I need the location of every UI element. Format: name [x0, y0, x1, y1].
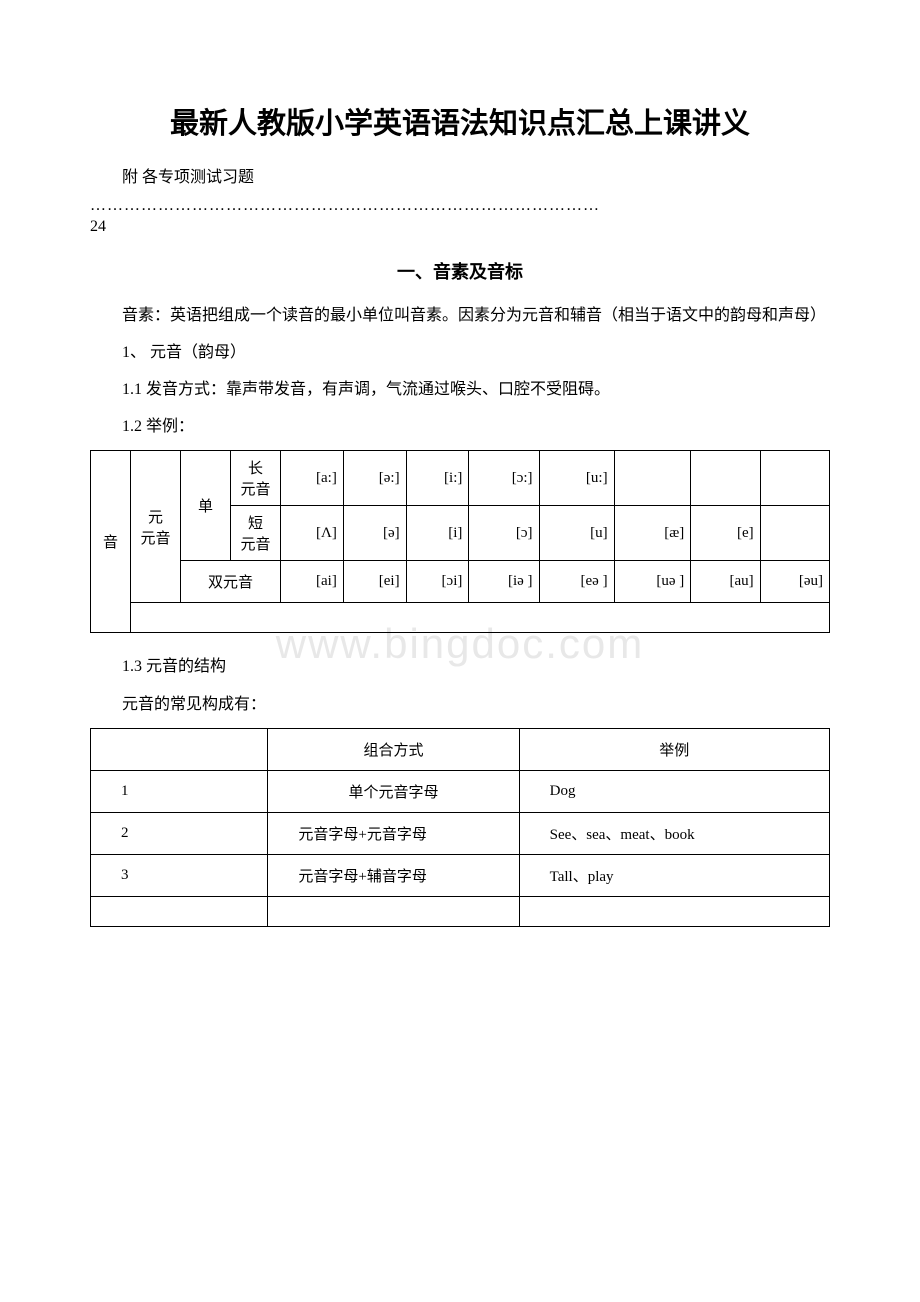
- table-cell: [760, 506, 829, 561]
- table-cell: [uə ]: [614, 561, 691, 603]
- table-cell: [ə]: [343, 506, 406, 561]
- table-header: 举例: [519, 728, 829, 770]
- subsection-1-3: 1.3 元音的结构: [90, 653, 830, 680]
- table-cell: 短元音: [231, 506, 281, 561]
- table-row: [91, 603, 830, 633]
- table-cell: 2: [91, 812, 268, 854]
- table-cell: [iə ]: [469, 561, 539, 603]
- subsection-1-2: 1.2 举例：: [90, 413, 830, 440]
- table-cell: 长元音: [231, 451, 281, 506]
- table-cell: 双元音: [181, 561, 281, 603]
- table-cell: [i:]: [406, 451, 469, 506]
- table-row: 组合方式 举例: [91, 728, 830, 770]
- table-cell: [ɔi]: [406, 561, 469, 603]
- table-cell: Tall、play: [519, 854, 829, 896]
- table-cell: [ei]: [343, 561, 406, 603]
- table-header: 组合方式: [268, 728, 519, 770]
- table-cell: [ai]: [281, 561, 344, 603]
- structure-table: 组合方式 举例 1 单个元音字母 Dog 2 元音字母+元音字母 See、sea…: [90, 728, 830, 927]
- toc-item: 附 各专项测试习题: [90, 164, 830, 191]
- subsection-1: 1、 元音（韵母）: [90, 339, 830, 366]
- table-cell: [ɔ:]: [469, 451, 539, 506]
- table-cell: [u]: [539, 506, 614, 561]
- table-cell: 单个元音字母: [268, 770, 519, 812]
- toc-page-number: 24: [90, 218, 830, 236]
- subsection-1-1: 1.1 发音方式：靠声带发音，有声调，气流通过喉头、口腔不受阻碍。: [90, 376, 830, 403]
- table-cell: [æ]: [614, 506, 691, 561]
- table-row: 1 单个元音字母 Dog: [91, 770, 830, 812]
- table-cell: 元音字母+辅音字母: [268, 854, 519, 896]
- table-cell: See、sea、meat、book: [519, 812, 829, 854]
- table-row: 音 元元音 单 长元音 [a:] [ə:] [i:] [ɔ:] [u:]: [91, 451, 830, 506]
- table-cell: [u:]: [539, 451, 614, 506]
- table-cell: [Λ]: [281, 506, 344, 561]
- table-cell: [au]: [691, 561, 760, 603]
- table-row: 2 元音字母+元音字母 See、sea、meat、book: [91, 812, 830, 854]
- table-cell: [əu]: [760, 561, 829, 603]
- table-cell: 元音字母+元音字母: [268, 812, 519, 854]
- table-row: 双元音 [ai] [ei] [ɔi] [iə ] [eə ] [uə ] [au…: [91, 561, 830, 603]
- table-cell: [ɔ]: [469, 506, 539, 561]
- table-cell: [131, 603, 830, 633]
- table-cell: [760, 451, 829, 506]
- table-cell: [519, 896, 829, 926]
- table-row: 3 元音字母+辅音字母 Tall、play: [91, 854, 830, 896]
- table-cell: [a:]: [281, 451, 344, 506]
- table-cell: [91, 896, 268, 926]
- section-heading: 一、音素及音标: [90, 258, 830, 284]
- phonetic-table: 音 元元音 单 长元音 [a:] [ə:] [i:] [ɔ:] [u:] 短元音…: [90, 450, 830, 633]
- table-header: [91, 728, 268, 770]
- toc-dots: ………………………………………………………………………………: [90, 195, 830, 217]
- subsection-1-3-desc: 元音的常见构成有：: [90, 691, 830, 718]
- table-cell: 元元音: [131, 451, 181, 603]
- table-row: [91, 896, 830, 926]
- table-cell: [e]: [691, 506, 760, 561]
- table-cell: [268, 896, 519, 926]
- table-cell: Dog: [519, 770, 829, 812]
- page-title: 最新人教版小学英语语法知识点汇总上课讲义: [90, 100, 830, 142]
- table-cell: 1: [91, 770, 268, 812]
- table-cell: 单: [181, 451, 231, 561]
- intro-text: 音素：英语把组成一个读音的最小单位叫音素。因素分为元音和辅音（相当于语文中的韵母…: [90, 302, 830, 329]
- table-cell: [eə ]: [539, 561, 614, 603]
- table-cell: [614, 451, 691, 506]
- table-cell: 3: [91, 854, 268, 896]
- table-cell: [ə:]: [343, 451, 406, 506]
- table-cell: [i]: [406, 506, 469, 561]
- table-cell: [691, 451, 760, 506]
- table-cell: 音: [91, 451, 131, 633]
